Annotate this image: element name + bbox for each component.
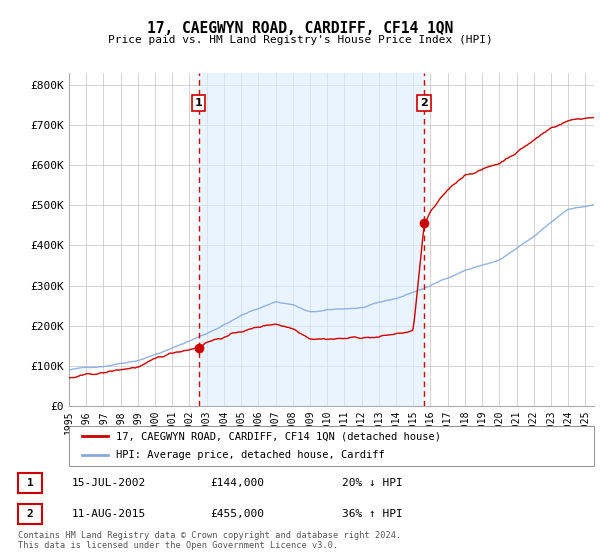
- Text: Contains HM Land Registry data © Crown copyright and database right 2024.: Contains HM Land Registry data © Crown c…: [18, 531, 401, 540]
- Text: 17, CAEGWYN ROAD, CARDIFF, CF14 1QN (detached house): 17, CAEGWYN ROAD, CARDIFF, CF14 1QN (det…: [116, 432, 441, 441]
- Text: 15-JUL-2002: 15-JUL-2002: [72, 478, 146, 488]
- Text: 1: 1: [26, 478, 34, 488]
- Text: 17, CAEGWYN ROAD, CARDIFF, CF14 1QN: 17, CAEGWYN ROAD, CARDIFF, CF14 1QN: [147, 21, 453, 36]
- Bar: [199, 73, 424, 406]
- Text: This data is licensed under the Open Government Licence v3.0.: This data is licensed under the Open Gov…: [18, 541, 338, 550]
- Text: 11-AUG-2015: 11-AUG-2015: [72, 509, 146, 519]
- Text: 2: 2: [26, 509, 34, 519]
- Text: £144,000: £144,000: [210, 478, 264, 488]
- Text: 1: 1: [195, 98, 203, 108]
- Text: HPI: Average price, detached house, Cardiff: HPI: Average price, detached house, Card…: [116, 450, 385, 460]
- Text: 20% ↓ HPI: 20% ↓ HPI: [342, 478, 403, 488]
- Text: 2: 2: [420, 98, 428, 108]
- Text: £455,000: £455,000: [210, 509, 264, 519]
- Text: Price paid vs. HM Land Registry's House Price Index (HPI): Price paid vs. HM Land Registry's House …: [107, 35, 493, 45]
- Text: 36% ↑ HPI: 36% ↑ HPI: [342, 509, 403, 519]
